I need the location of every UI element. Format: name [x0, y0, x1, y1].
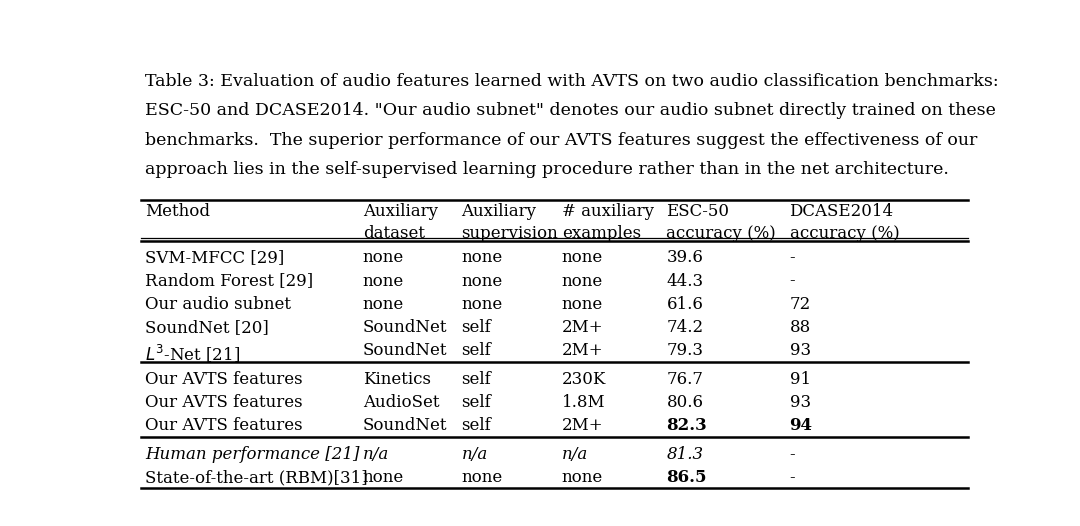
Text: 80.6: 80.6 [666, 394, 703, 411]
Text: none: none [461, 249, 502, 267]
Text: SVM-MFCC [29]: SVM-MFCC [29] [145, 249, 284, 267]
Text: 88: 88 [789, 319, 811, 336]
Text: none: none [562, 272, 603, 289]
Text: 61.6: 61.6 [666, 296, 703, 312]
Text: 230K: 230K [562, 371, 606, 388]
Text: 1.8M: 1.8M [562, 394, 606, 411]
Text: benchmarks.  The superior performance of our AVTS features suggest the effective: benchmarks. The superior performance of … [145, 132, 977, 148]
Text: 81.3: 81.3 [666, 446, 704, 463]
Text: n/a: n/a [363, 446, 389, 463]
Text: -: - [789, 249, 795, 267]
Text: none: none [562, 249, 603, 267]
Text: SoundNet: SoundNet [363, 319, 447, 336]
Text: 44.3: 44.3 [666, 272, 704, 289]
Text: Our audio subnet: Our audio subnet [145, 296, 291, 312]
Text: n/a: n/a [461, 446, 488, 463]
Text: none: none [461, 469, 502, 487]
Text: Auxiliary
dataset: Auxiliary dataset [363, 203, 437, 242]
Text: State-of-the-art (RBM)[31]: State-of-the-art (RBM)[31] [145, 469, 367, 487]
Text: approach lies in the self-supervised learning procedure rather than in the net a: approach lies in the self-supervised lea… [145, 161, 949, 178]
Text: self: self [461, 319, 491, 336]
Text: 74.2: 74.2 [666, 319, 704, 336]
Text: -: - [789, 469, 795, 487]
Text: none: none [562, 296, 603, 312]
Text: none: none [461, 296, 502, 312]
Text: 72: 72 [789, 296, 811, 312]
Text: -: - [789, 446, 795, 463]
Text: Auxiliary
supervision: Auxiliary supervision [461, 203, 558, 242]
Text: Our AVTS features: Our AVTS features [145, 394, 302, 411]
Text: Kinetics: Kinetics [363, 371, 431, 388]
Text: 79.3: 79.3 [666, 342, 703, 359]
Text: 86.5: 86.5 [666, 469, 707, 487]
Text: self: self [461, 371, 491, 388]
Text: 76.7: 76.7 [666, 371, 703, 388]
Text: 82.3: 82.3 [666, 417, 707, 434]
Text: 94: 94 [789, 417, 812, 434]
Text: self: self [461, 394, 491, 411]
Text: 2M+: 2M+ [562, 319, 604, 336]
Text: Our AVTS features: Our AVTS features [145, 371, 302, 388]
Text: 91: 91 [789, 371, 811, 388]
Text: none: none [461, 272, 502, 289]
Text: Random Forest [29]: Random Forest [29] [145, 272, 313, 289]
Text: SoundNet: SoundNet [363, 342, 447, 359]
Text: DCASE2014
accuracy (%): DCASE2014 accuracy (%) [789, 203, 900, 242]
Text: none: none [363, 469, 404, 487]
Text: SoundNet [20]: SoundNet [20] [145, 319, 269, 336]
Text: self: self [461, 417, 491, 434]
Text: Human performance [21]: Human performance [21] [145, 446, 360, 463]
Text: $L^3$-Net [21]: $L^3$-Net [21] [145, 342, 240, 363]
Text: # auxiliary
examples: # auxiliary examples [562, 203, 653, 242]
Text: AudioSet: AudioSet [363, 394, 440, 411]
Text: SoundNet: SoundNet [363, 417, 447, 434]
Text: -: - [789, 272, 795, 289]
Text: none: none [363, 296, 404, 312]
Text: ESC-50 and DCASE2014. "Our audio subnet" denotes our audio subnet directly train: ESC-50 and DCASE2014. "Our audio subnet"… [145, 103, 996, 119]
Text: n/a: n/a [562, 446, 589, 463]
Text: none: none [562, 469, 603, 487]
Text: 39.6: 39.6 [666, 249, 703, 267]
Text: none: none [363, 272, 404, 289]
Text: 2M+: 2M+ [562, 342, 604, 359]
Text: 93: 93 [789, 394, 811, 411]
Text: 93: 93 [789, 342, 811, 359]
Text: self: self [461, 342, 491, 359]
Text: Table 3: Evaluation of audio features learned with AVTS on two audio classificat: Table 3: Evaluation of audio features le… [145, 73, 999, 90]
Text: ESC-50
accuracy (%): ESC-50 accuracy (%) [666, 203, 777, 242]
Text: none: none [363, 249, 404, 267]
Text: Our AVTS features: Our AVTS features [145, 417, 302, 434]
Text: 2M+: 2M+ [562, 417, 604, 434]
Text: Method: Method [145, 203, 210, 220]
